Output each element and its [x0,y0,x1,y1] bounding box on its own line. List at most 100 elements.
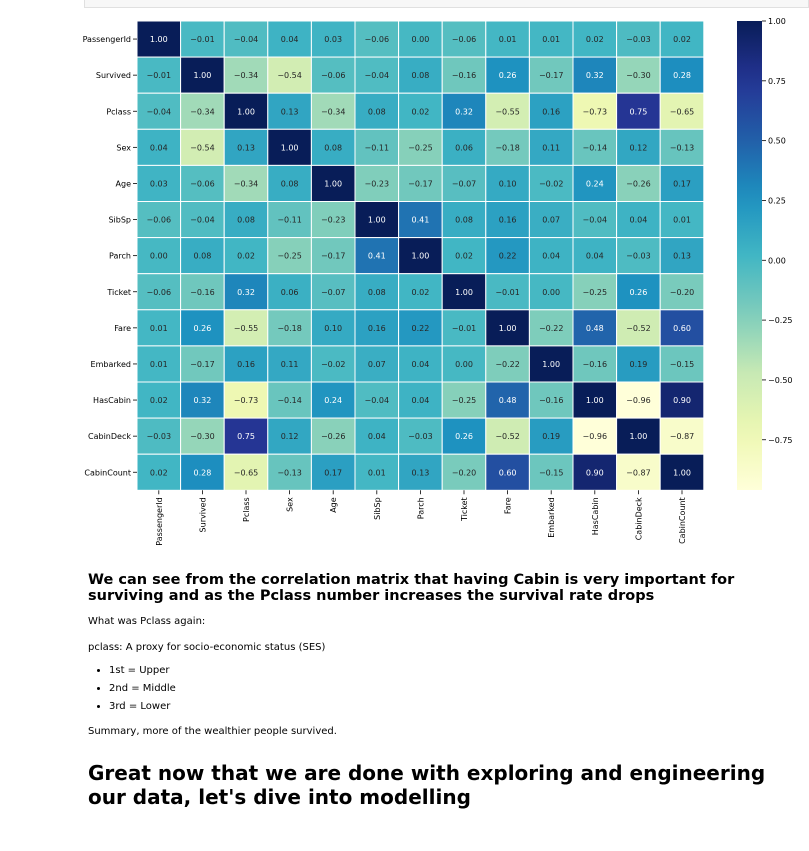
heatmap-cell [441,20,487,58]
conclusion-heading: We can see from the correlation matrix t… [88,572,735,604]
cell-value-label: 1.00 [499,324,517,333]
list-item: 2nd = Middle [109,682,788,696]
cell-value-label: 1.00 [455,288,473,297]
pclass-question: What was Pclass again: [88,616,206,627]
x-tick-label: Fare [504,497,513,514]
cell-value-label: −0.96 [583,432,608,441]
cell-value-label: 0.08 [368,107,386,116]
heatmap-cell [310,273,356,311]
cell-value-label: 0.75 [629,107,647,116]
heatmap-cell [485,56,530,94]
heatmap-cell [441,164,487,202]
heatmap-cell [616,417,661,455]
cell-value-label: 0.48 [499,396,517,405]
cell-value-label: −0.34 [321,107,346,116]
cell-value-label: −0.18 [277,324,302,333]
cell-value-label: 1.00 [281,143,299,152]
y-tick-label: CabinDeck [88,432,131,441]
colorbar-tick-label: 0.25 [768,196,786,205]
cell-value-label: 0.02 [673,35,691,44]
x-tick-label: SibSp [373,497,382,520]
heatmap-cell [180,201,225,239]
heatmap-cell [398,128,443,166]
heatmap-cell [398,20,443,58]
cell-value-label: 0.11 [281,360,299,369]
cell-value-label: −0.11 [365,143,390,152]
heatmap-cell [267,56,312,94]
cell-value-label: 1.00 [193,71,211,80]
cell-value-label: −0.34 [190,107,215,116]
heatmap-cell [180,237,225,275]
cell-value-label: 0.60 [499,468,517,477]
cell-value-label: −0.52 [626,324,651,333]
heatmap-cell [398,453,443,491]
heatmap-cell [223,164,269,202]
cell-value-label: 0.04 [281,35,299,44]
cell-value-label: −0.17 [408,179,433,188]
cell-value-label: −0.30 [626,71,651,80]
cell-value-label: −0.16 [539,396,564,405]
heatmap-cell [616,201,661,239]
cell-value-label: −0.02 [539,179,564,188]
heatmap-cell [616,345,661,383]
cell-value-label: −0.18 [495,143,520,152]
cell-value-label: −0.34 [234,179,259,188]
cell-value-label: −0.25 [583,288,608,297]
cell-value-label: 0.08 [281,179,299,188]
cell-value-label: 0.19 [629,360,647,369]
ses-list: 1st = Upper 2nd = Middle 3rd = Lower [88,664,788,714]
heatmap-cell [398,417,443,455]
cell-value-label: −0.13 [277,468,302,477]
cell-value-label: 0.01 [368,468,386,477]
heatmap-cell [485,273,530,311]
cell-value-label: −0.06 [147,288,172,297]
cell-value-label: 0.02 [150,396,168,405]
cell-value-label: 0.13 [237,143,255,152]
cell-value-label: −0.55 [495,107,520,116]
cell-value-label: 0.06 [455,143,473,152]
cell-value-label: 0.90 [673,396,691,405]
cell-value-label: −0.16 [583,360,608,369]
heatmap-cell [136,56,182,94]
heatmap-cell [136,201,182,239]
colorbar-tick-label: 0.50 [768,137,786,146]
heatmap-cell [223,56,269,94]
heatmap-cell [616,453,661,491]
cell-value-label: −0.23 [321,216,346,225]
heatmap-cell [659,453,705,491]
cell-value-label: −0.25 [277,252,302,261]
heatmap-cell [441,453,487,491]
cell-value-label: −0.06 [321,71,346,80]
heatmap-cell [310,453,356,491]
cell-value-label: 0.32 [237,288,255,297]
cell-value-label: −0.06 [452,35,477,44]
heatmap-cell [616,20,661,58]
heatmap-cell [310,128,356,166]
heatmap-cell [441,237,487,275]
cell-value-label: 0.04 [629,216,647,225]
heatmap-cell [485,128,530,166]
cell-value-label: 0.11 [542,143,560,152]
heatmap-cell [398,56,443,94]
heatmap-cell [572,20,618,58]
cell-value-label: −0.01 [147,71,172,80]
cell-value-label: 0.02 [411,288,429,297]
x-tick-label: HasCabin [591,497,600,535]
cell-value-label: 0.41 [411,216,429,225]
heatmap-cell [659,417,705,455]
cell-value-label: −0.17 [321,252,346,261]
cell-value-label: 0.41 [368,252,386,261]
cell-value-label: 0.04 [411,396,429,405]
cell-value-label: −0.04 [190,216,215,225]
heatmap-cell [267,453,312,491]
heatmap-cell [572,273,618,311]
modelling-heading: Great now that we are done with explorin… [88,761,766,809]
y-tick-label: PassengerId [83,35,131,44]
cell-value-label: 1.00 [368,216,386,225]
cell-value-label: 0.26 [499,71,517,80]
cell-value-label: 0.01 [542,35,560,44]
x-tick-label: Parch [416,497,425,519]
heatmap-cell [441,201,487,239]
heatmap-cell [441,273,487,311]
cell-value-label: 1.00 [237,107,255,116]
